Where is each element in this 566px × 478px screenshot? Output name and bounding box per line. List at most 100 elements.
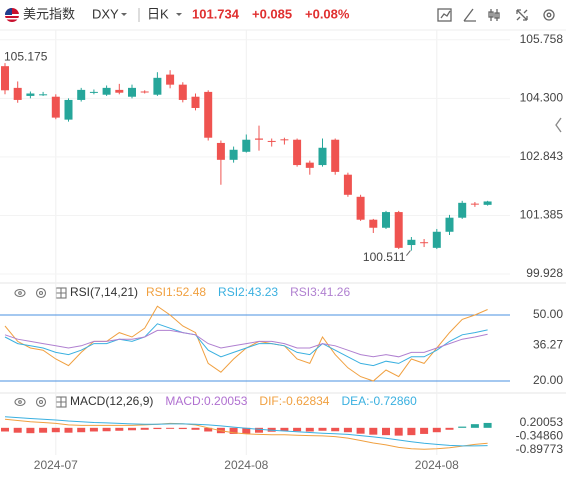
candle-body <box>13 87 22 100</box>
draw-button[interactable] <box>463 8 476 22</box>
candle-body <box>305 162 314 168</box>
candle-body <box>102 87 111 95</box>
macd-bar <box>128 427 136 431</box>
candle-body <box>407 239 416 246</box>
macd-bar <box>394 427 403 436</box>
legend-entry: DEA:-0.72860 <box>341 394 417 408</box>
candle-body <box>178 84 187 100</box>
indicator-title: RSI(7,14,21) <box>70 285 138 299</box>
candle-body <box>166 74 175 85</box>
candle-body <box>420 242 429 244</box>
macd-bar <box>420 427 429 434</box>
flag-icon <box>5 8 19 22</box>
candle-body <box>128 87 136 97</box>
toggle-visibility[interactable] <box>14 397 26 407</box>
dropdown-caret[interactable] <box>176 13 182 16</box>
macd-bar <box>204 427 213 432</box>
y-tick-label: -0.89773 <box>516 442 564 456</box>
candle-body <box>293 139 302 166</box>
candle-body <box>445 217 454 232</box>
macd-bar <box>356 427 365 434</box>
macd-bar <box>470 424 479 428</box>
macd-bar <box>445 427 454 430</box>
macd-bar <box>39 427 48 433</box>
candle-body <box>115 89 124 93</box>
legend-entry: RSI3:41.26 <box>290 285 350 299</box>
legend-entry: RSI1:52.48 <box>146 285 206 299</box>
candle-body <box>432 231 441 248</box>
settings-button[interactable] <box>543 9 555 21</box>
fullscreen-button[interactable] <box>516 9 528 21</box>
candle-body <box>382 212 390 228</box>
macd-bar <box>140 427 149 430</box>
macd-bar <box>89 427 98 432</box>
candle-body <box>89 91 98 93</box>
macd-bar <box>483 422 492 428</box>
macd-bar <box>102 427 111 432</box>
candle-body <box>394 212 403 248</box>
candle-body <box>242 139 251 152</box>
collapse-arrow[interactable] <box>555 117 562 133</box>
indicator-settings[interactable] <box>35 287 47 299</box>
toggle-visibility[interactable] <box>14 288 26 298</box>
macd-bar <box>77 427 86 433</box>
y-tick-label: 20.00 <box>533 373 563 387</box>
y-tick-label: 105.758 <box>520 32 564 46</box>
candle-body <box>356 196 365 220</box>
candle-body <box>140 91 149 93</box>
macd-bar <box>343 427 352 433</box>
indicator-settings[interactable] <box>35 396 47 408</box>
candle-body <box>470 203 479 205</box>
macd-bar <box>331 427 340 432</box>
macd-bar <box>255 427 263 433</box>
macd-bar <box>166 427 175 429</box>
dropdown-caret[interactable] <box>121 13 127 16</box>
macd-bar <box>293 427 302 432</box>
indicator-menu[interactable] <box>55 287 67 299</box>
candle-body <box>77 89 86 100</box>
period[interactable]: 日K <box>147 6 169 21</box>
index-name: 美元指数 <box>23 6 75 21</box>
y-tick-label: 99.928 <box>526 266 563 280</box>
macd-bar <box>407 427 416 436</box>
candle-body <box>280 139 289 141</box>
macd-bar <box>115 427 124 431</box>
indicator-button[interactable] <box>437 8 452 22</box>
candle-body <box>51 96 60 118</box>
last-price: 101.734 <box>192 6 240 21</box>
macd-bar <box>1 427 9 432</box>
candle-body <box>331 139 340 172</box>
candle-body <box>1 66 9 91</box>
macd-bar <box>280 427 289 431</box>
low-annotation: 100.511 <box>363 250 406 264</box>
candle-body <box>153 77 162 95</box>
macd-bar <box>191 427 200 430</box>
candle-body <box>26 93 35 96</box>
macd-bar <box>369 427 378 435</box>
compare-button[interactable] <box>488 9 500 21</box>
candle-body <box>255 138 263 140</box>
symbol[interactable]: DXY <box>92 6 119 21</box>
macd-bar <box>305 427 314 432</box>
candle-body <box>216 142 225 160</box>
macd-bar <box>51 427 60 433</box>
indicator-title: MACD(12,26,9) <box>70 394 153 408</box>
macd-line <box>4 416 488 447</box>
price-change-pct: +0.08% <box>305 6 350 21</box>
candle-body <box>267 140 276 142</box>
y-tick-label: 36.27 <box>533 337 563 351</box>
legend-entry: RSI2:43.23 <box>218 285 278 299</box>
y-tick-label: 0.20053 <box>520 415 564 429</box>
candle-body <box>458 202 467 218</box>
indicator-menu[interactable] <box>55 396 67 408</box>
macd-bar <box>318 427 327 431</box>
rsi-line <box>4 329 488 358</box>
macd-bar <box>64 427 73 433</box>
macd-bar <box>458 426 467 428</box>
y-tick-label: 50.00 <box>533 307 563 321</box>
macd-bar <box>432 427 441 433</box>
macd-bar <box>26 427 35 434</box>
candle-body <box>229 149 238 160</box>
